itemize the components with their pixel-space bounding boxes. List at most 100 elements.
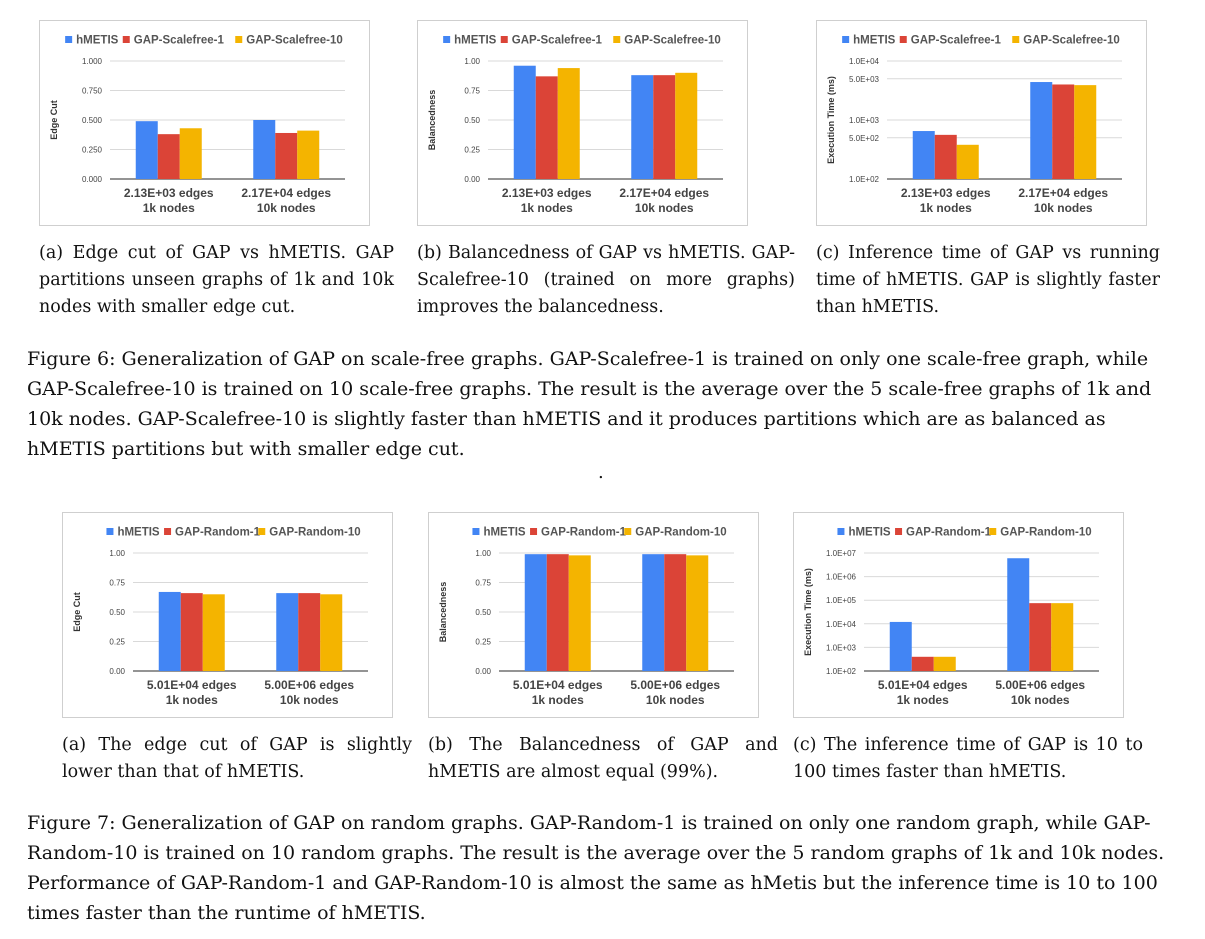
legend-swatch-1 (837, 528, 845, 535)
y-axis-label: Balancedness (438, 582, 448, 643)
x-tick-label-nodes: 10k nodes (280, 693, 339, 707)
y-tick-label: 1.00 (109, 549, 125, 558)
legend-swatch-1 (65, 36, 73, 43)
bar-3-1 (179, 128, 202, 179)
x-tick-label-edges: 2.13E+03 edges (124, 186, 214, 200)
bar-1-1 (912, 131, 935, 179)
chart-panel-6b: hMETIS GAP-Scalefree-1 GAP-Scalefree-10 0.0… (417, 20, 748, 226)
bar-3-2 (686, 555, 709, 671)
legend-label-3: GAP-Random-10 (635, 527, 726, 539)
y-axis-label: Execution Time (ms) (803, 568, 813, 656)
x-tick-label-edges: 2.17E+04 edges (241, 186, 331, 200)
y-axis-label: Execution Time (ms) (826, 76, 836, 164)
bar-2-1 (157, 134, 180, 179)
bar-1-2 (253, 120, 276, 179)
x-tick-label-nodes: 1k nodes (166, 693, 218, 707)
bar-3-2 (297, 130, 320, 179)
subcaption-6c: (c) Inference time of GAP vs running tim… (816, 243, 1160, 317)
legend-label-1: hMETIS (853, 35, 895, 47)
bar-chart-7b: hMETIS GAP-Random-1 GAP-Random-10 0.00 0.25 0… (438, 527, 734, 707)
bar-3-1 (956, 144, 979, 179)
y-axis-label: Edge Cut (49, 100, 59, 140)
bar-2-1 (934, 134, 957, 179)
y-axis-label: Edge Cut (72, 592, 82, 632)
y-axis-label: Balancedness (427, 90, 437, 151)
y-tick-label: 0.75 (475, 579, 491, 588)
y-tick-label: 1.0E+02 (849, 175, 880, 184)
legend-label-2: GAP-Scalefree-1 (134, 35, 225, 47)
y-tick-label: 0.750 (82, 87, 103, 96)
y-tick-label: 5.0E+03 (849, 75, 880, 84)
y-tick-label: 0.25 (109, 638, 125, 647)
bar-3-1 (933, 656, 956, 671)
legend-swatch-3 (613, 36, 621, 43)
legend-swatch-1 (443, 36, 451, 43)
legend-label-2: GAP-Scalefree-1 (512, 35, 603, 47)
y-tick-label: 1.0E+07 (826, 549, 857, 558)
legend-label-3: GAP-Random-10 (1000, 527, 1091, 539)
bar-3-1 (557, 68, 580, 179)
legend-swatch-1 (472, 528, 480, 535)
y-tick-label: 0.00 (464, 175, 480, 184)
legend-label-3: GAP-Scalefree-10 (246, 35, 343, 47)
y-tick-label: 0.50 (475, 608, 491, 617)
y-tick-label: 1.0E+03 (826, 643, 857, 652)
subcaption-6a: (a) Edge cut of GAP vs hMETIS. GAP parti… (39, 243, 394, 317)
chart-panel-6c: hMETIS GAP-Scalefree-1 GAP-Scalefree-10 1.0… (816, 20, 1147, 226)
y-tick-label: 0.500 (82, 116, 103, 125)
bar-3-2 (1051, 603, 1074, 671)
legend-label-3: GAP-Scalefree-10 (1023, 35, 1120, 47)
x-tick-label-nodes: 10k nodes (1011, 693, 1070, 707)
x-tick-label-edges: 2.13E+03 edges (502, 186, 592, 200)
legend-swatch-2 (899, 36, 907, 43)
bar-1-1 (524, 554, 547, 671)
bar-3-1 (202, 594, 225, 671)
legend-label-2: GAP-Scalefree-1 (911, 35, 1002, 47)
legend-label-1: hMETIS (76, 35, 118, 47)
subcaption-7c: (c) The inference time of GAP is 10 to 1… (793, 735, 1143, 782)
bar-2-1 (546, 554, 569, 671)
y-tick-label: 0.00 (475, 667, 491, 676)
bar-2-2 (1029, 603, 1052, 671)
x-tick-label-edges: 5.01E+04 edges (513, 678, 603, 692)
y-tick-label: 1.00 (475, 549, 491, 558)
bar-1-1 (513, 65, 536, 179)
bar-2-1 (535, 76, 558, 179)
bar-3-2 (675, 72, 698, 179)
separator-dot: . (598, 462, 604, 483)
legend-label-3: GAP-Random-10 (269, 527, 360, 539)
x-tick-label-edges: 5.00E+06 edges (264, 678, 354, 692)
x-tick-label-edges: 5.00E+06 edges (630, 678, 720, 692)
bar-3-2 (320, 594, 343, 671)
y-tick-label: 0.75 (109, 579, 125, 588)
legend-label-1: hMETIS (454, 35, 496, 47)
bar-2-1 (180, 593, 203, 671)
legend-label-1: hMETIS (117, 527, 159, 539)
x-tick-label-nodes: 1k nodes (897, 693, 949, 707)
legend-label-1: hMETIS (483, 527, 525, 539)
x-tick-label-nodes: 1k nodes (532, 693, 584, 707)
chart-panel-7b: hMETIS GAP-Random-1 GAP-Random-10 0.00 0.25 0… (428, 512, 759, 718)
bar-1-2 (276, 593, 299, 671)
y-tick-label: 1.0E+02 (826, 667, 857, 676)
legend-label-2: GAP-Random-1 (175, 527, 261, 539)
x-tick-label-edges: 5.00E+06 edges (995, 678, 1085, 692)
subcaption-7a: (a) The edge cut of GAP is slightly lowe… (62, 735, 412, 782)
legend-swatch-3 (258, 528, 266, 535)
y-tick-label: 1.0E+05 (826, 596, 857, 605)
x-tick-label-nodes: 10k nodes (646, 693, 705, 707)
bar-1-2 (1007, 558, 1030, 671)
bar-2-2 (298, 593, 321, 671)
bar-3-2 (1074, 85, 1097, 179)
x-tick-label-edges: 2.17E+04 edges (619, 186, 709, 200)
y-tick-label: 0.25 (464, 146, 480, 155)
x-tick-label-edges: 5.01E+04 edges (878, 678, 968, 692)
bar-chart-7a: hMETIS GAP-Random-1 GAP-Random-10 0.00 0.25 0… (72, 527, 368, 707)
legend-label-2: GAP-Random-1 (906, 527, 992, 539)
bar-2-2 (653, 75, 676, 179)
x-tick-label-nodes: 1k nodes (920, 201, 972, 215)
bar-chart-6a: hMETIS GAP-Scalefree-1 GAP-Scalefree-10 0.0… (49, 35, 345, 215)
bar-2-1 (911, 656, 934, 671)
x-tick-label-nodes: 1k nodes (521, 201, 573, 215)
bar-3-1 (568, 555, 591, 671)
